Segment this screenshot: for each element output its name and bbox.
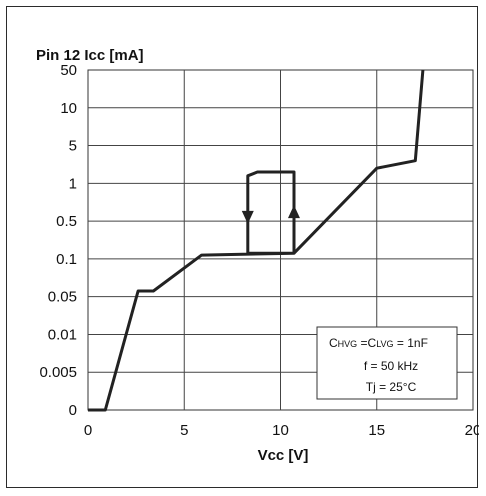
x-tick-label: 0 (84, 422, 92, 439)
y-tick-label: 5 (69, 138, 77, 155)
y-tick-label: 50 (60, 62, 77, 79)
x-tick-labels: 0 5 10 15 20 (84, 422, 479, 439)
chart-frame: Pin 12 Icc [mA] 0 0.005 0.01 0.05 0.1 0.5 1 5 10… (6, 6, 479, 488)
y-tick-label: 0.5 (56, 213, 77, 230)
y-tick-label: 0.1 (56, 251, 77, 268)
x-tick-label: 5 (180, 422, 188, 439)
chart: Pin 12 Icc [mA] 00.0050.010.050.10.51510… (36, 47, 479, 464)
y-tick-label: 0 (69, 402, 77, 419)
y-tick-label: 0.005 (39, 364, 77, 381)
y-tick-label: 0.05 (48, 289, 77, 306)
y-tick-label: 0.01 (48, 326, 77, 343)
x-tick-label: 10 (272, 422, 289, 439)
legend-box: CHVG =CLVG = 1nF f = 50 kHz Tj = 25°C (316, 326, 458, 400)
legend-line-2: f = 50 kHz (364, 359, 418, 373)
x-axis-title: Vcc [V] (258, 447, 309, 464)
y-axis-title: Pin 12 Icc [mA] (36, 47, 144, 64)
legend-border (316, 326, 458, 400)
y-tick-labels: 0 0.005 0.01 0.05 0.1 0.5 1 5 10 50 (39, 62, 77, 419)
series-layer (88, 69, 425, 412)
icc-curve (88, 69, 425, 412)
legend-line-3: Tj = 25°C (366, 380, 417, 394)
y-tick-label: 1 (69, 175, 77, 192)
x-tick-label: 15 (368, 422, 385, 439)
arrow-down-icon (241, 210, 254, 224)
legend-line-1: CHVG =CLVG = 1nF (329, 336, 428, 350)
arrow-up-icon (287, 205, 300, 219)
x-tick-label: 20 (465, 422, 479, 439)
y-tick-label: 10 (60, 100, 77, 117)
